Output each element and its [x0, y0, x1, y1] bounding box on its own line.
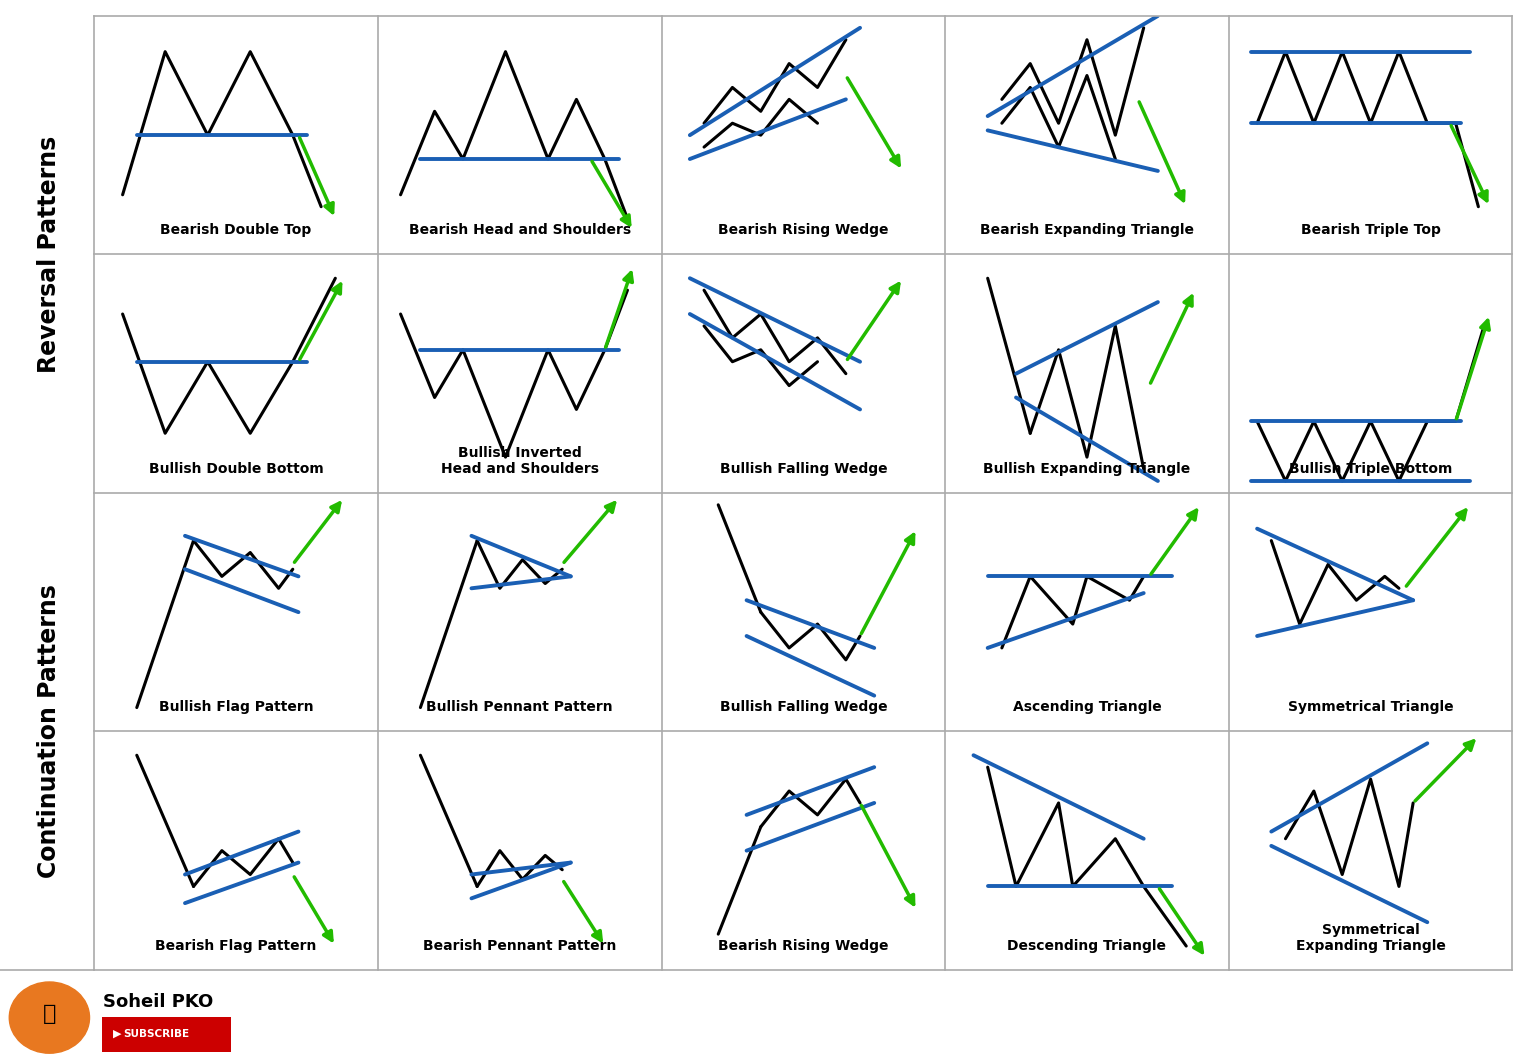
Text: Bullish Falling Wedge: Bullish Falling Wedge [719, 462, 888, 476]
Text: Bearish Triple Top: Bearish Triple Top [1301, 224, 1441, 237]
Text: Soheil PKO: Soheil PKO [103, 993, 214, 1010]
Circle shape [9, 982, 90, 1054]
Text: Reversal Patterns: Reversal Patterns [36, 136, 61, 373]
Text: Bullish Inverted
Head and Shoulders: Bullish Inverted Head and Shoulders [441, 446, 599, 476]
Text: Bullish Expanding Triangle: Bullish Expanding Triangle [983, 462, 1190, 476]
Text: Bearish Double Top: Bearish Double Top [161, 224, 312, 237]
Text: Bullish Pennant Pattern: Bullish Pennant Pattern [427, 701, 613, 714]
Text: Bearish Head and Shoulders: Bearish Head and Shoulders [409, 224, 631, 237]
Text: Symmetrical
Expanding Triangle: Symmetrical Expanding Triangle [1295, 923, 1446, 953]
Text: Symmetrical Triangle: Symmetrical Triangle [1287, 701, 1453, 714]
Text: Bullish Triple Bottom: Bullish Triple Bottom [1289, 462, 1452, 476]
Text: Bullish Double Bottom: Bullish Double Bottom [149, 462, 324, 476]
Text: Bullish Flag Pattern: Bullish Flag Pattern [158, 701, 313, 714]
Text: Bearish Rising Wedge: Bearish Rising Wedge [717, 224, 889, 237]
Text: 👤: 👤 [43, 1004, 56, 1024]
Text: ▶: ▶ [112, 1029, 122, 1039]
Text: SUBSCRIBE: SUBSCRIBE [123, 1029, 188, 1039]
Text: Bearish Pennant Pattern: Bearish Pennant Pattern [423, 939, 617, 953]
Text: Bearish Flag Pattern: Bearish Flag Pattern [155, 939, 316, 953]
FancyBboxPatch shape [96, 1014, 237, 1054]
Text: Bullish Falling Wedge: Bullish Falling Wedge [719, 701, 888, 714]
Text: Continuation Patterns: Continuation Patterns [36, 584, 61, 879]
Text: Bearish Expanding Triangle: Bearish Expanding Triangle [980, 224, 1193, 237]
Text: Descending Triangle: Descending Triangle [1008, 939, 1166, 953]
Text: Ascending Triangle: Ascending Triangle [1012, 701, 1161, 714]
Text: Bearish Rising Wedge: Bearish Rising Wedge [717, 939, 889, 953]
